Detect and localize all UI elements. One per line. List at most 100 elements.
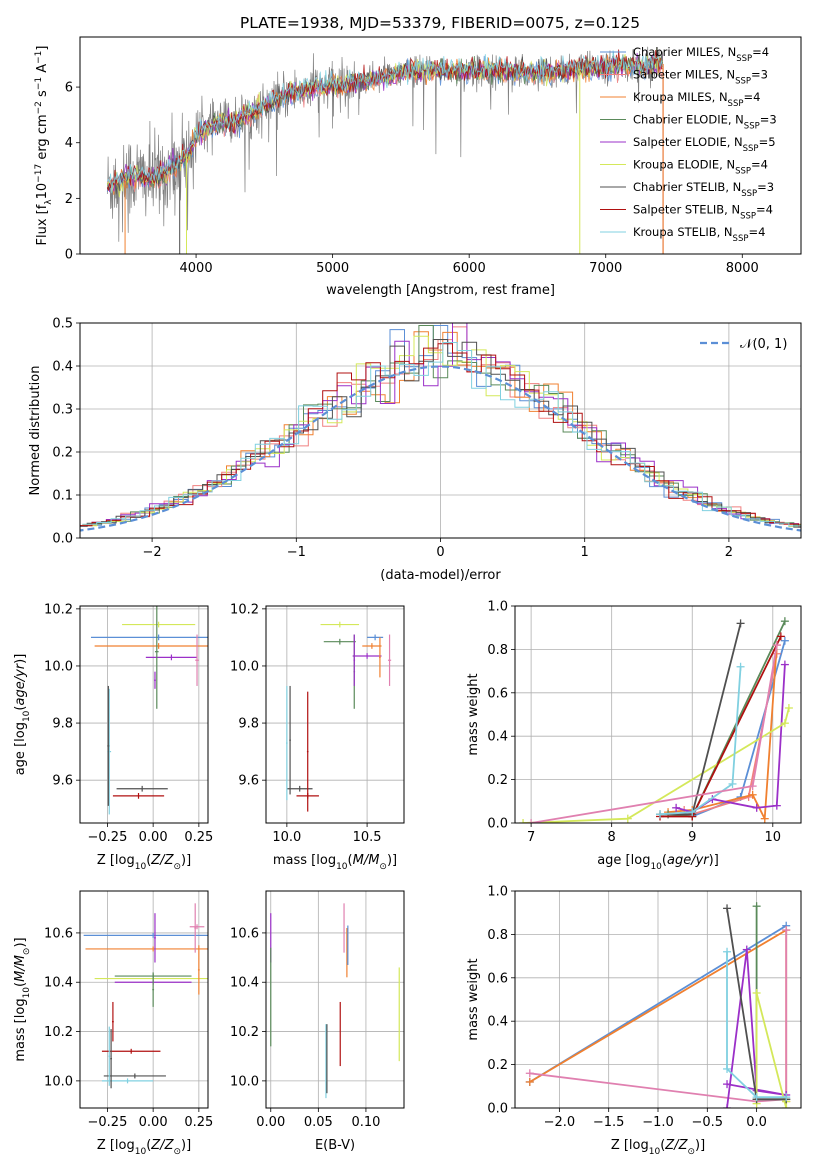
errorbar-point [101,1048,161,1054]
y-tick-label: 0 [65,248,73,263]
y-tick-label: 10.4 [44,976,73,991]
y-axis-label: mass [log10(M/M⊙)] [13,937,32,1061]
x-tick-label: 0.00 [139,1115,168,1130]
y-tick-label: 0.1 [52,489,73,504]
errorbar-point [85,946,208,952]
errorbar-point [107,685,110,806]
errorbar-point [353,634,356,686]
plot-area-residuals [80,323,801,532]
legend-entry: Chabrier ELODIE, NSSP=3 [633,113,777,132]
errorbar-point [323,638,356,645]
figure-title: PLATE=1938, MJD=53379, FIBERID=0075, z=0… [240,14,640,32]
errorbar-point [103,1073,166,1079]
x-tick-label: 4000 [180,261,213,276]
y-tick-label: 10.6 [44,926,73,941]
mass-weight-marker [780,719,789,728]
y-tick-label: 10.0 [44,659,73,674]
axes-frame [79,605,209,824]
mass-weight-marker [782,926,791,935]
mass-weight-line [726,951,787,1099]
mass-weight-line [523,707,790,823]
legend-entry: Chabrier MILES, NSSP=4 [633,45,769,64]
legend-entry: Salpeter ELODIE, NSSP=5 [633,135,776,154]
mass-weight-marker [772,641,781,650]
y-axis-label: Flux [fλ10−17 erg cm−2 s−1 A−1] [34,46,54,246]
axes-frame [79,36,802,255]
panel-age_vs_mass: 10.0 10.5 9.6 9.8 10.0 10.2 mass [log10(M/M⊙)] [230,602,405,872]
errorbar-point [110,1029,112,1089]
legend-entry: Kroupa MILES, NSSP=4 [633,90,760,109]
y-axis-label: Normed distribution [28,366,43,496]
legend-entry: Kroupa ELODIE, NSSP=4 [633,158,768,177]
y-tick-label: 10.4 [230,976,259,991]
hist-kroupa-miles [82,331,801,526]
y-tick-label: 6 [65,81,73,96]
mass-weight-marker [723,1064,732,1073]
x-axis-label: age [log10(age/yr)] [597,853,719,872]
y-tick-label: 10.2 [230,602,259,617]
y-tick-label: 0.0 [52,532,73,547]
mass-weight-marker [748,782,757,791]
x-axis-label: Z [log10(Z/Z⊙)] [611,1138,705,1157]
y-tick-label: 0.2 [487,1058,508,1073]
errorbar-point [101,1078,154,1084]
y-tick-label: 0.0 [487,817,508,832]
errorbar-point [90,634,208,641]
x-tick-label: 7 [527,830,535,845]
axes-frame [265,605,405,824]
errorbar-point [189,924,205,930]
y-axis-label: age [log10(age/yr)] [13,654,32,776]
mass-weight-marker [525,1069,534,1078]
mass-weight-marker [776,632,785,641]
axes-frame [514,605,802,824]
mass-weight-marker [752,988,761,997]
y-tick-label: 1.0 [487,600,508,615]
y-tick-label: 4 [65,136,73,151]
panel-mass_vs_Z: −0.25 0.00 0.25 10.0 10.2 10.4 10.6 Z [log10(Z/… [13,890,213,1157]
x-tick-label: 7000 [589,261,622,276]
y-tick-label: 0.3 [52,403,73,418]
legend-entry: Chabrier STELIB, NSSP=3 [633,180,774,199]
x-tick-label: −2.0 [544,1115,576,1130]
y-tick-label: 10.0 [230,659,259,674]
y-tick-label: 0.4 [487,730,508,745]
plot-area-age_vs_mass [286,621,392,812]
x-axis-label: mass [log10(M/M⊙)] [273,853,397,872]
x-tick-label: 0.05 [304,1115,333,1130]
x-tick-label: 6000 [453,261,486,276]
axes-frame [265,890,405,1109]
y-tick-label: 10.2 [230,1025,259,1040]
mass-weight-line [659,666,742,816]
errorbar-point [195,634,199,686]
x-axis-label: wavelength [Angstrom, rest frame] [326,283,555,298]
mass-weight-marker [748,790,757,799]
y-tick-label: 10.0 [230,1074,259,1089]
y-tick-label: 2 [65,192,73,207]
panel-spectrum: 4000 5000 6000 7000 8000 0 2 4 6 wavelength [Angs… [34,36,802,298]
x-axis-label: (data-model)/error [380,568,501,583]
panel-mass_weight_vs_Z: −2.0 −1.5 −1.0 −0.5 0.0 0.0 0.2 0.4 0.6 0.8 1.0 Z [… [466,885,802,1157]
y-tick-label: 9.6 [52,774,73,789]
y-tick-label: 0.0 [487,1102,508,1117]
y-tick-label: 0.8 [487,928,508,943]
plot-area-mass_weight_vs_age [519,617,793,823]
errorbar-point [108,1026,111,1086]
mass-weight-marker [780,617,789,626]
x-tick-label: 0.25 [184,1115,213,1130]
errorbar-point [306,691,309,812]
y-tick-label: 10.2 [44,602,73,617]
y-tick-label: 0.5 [52,317,73,332]
x-tick-label: −2 [143,545,162,560]
x-tick-label: 8000 [726,261,759,276]
errorbar-point [112,793,165,799]
legend-entry: Salpeter MILES, NSSP=3 [633,68,768,87]
y-tick-label: 9.6 [238,774,259,789]
y-tick-label: 10.6 [230,926,259,941]
legend-entry: Salpeter STELIB, NSSP=4 [633,203,773,222]
x-tick-label: 0 [436,545,444,560]
plot-area-mass_vs_Z [83,903,208,1089]
x-tick-label: −0.5 [692,1115,724,1130]
errorbar-point [387,634,392,686]
plot-area-spectrum [106,46,664,254]
